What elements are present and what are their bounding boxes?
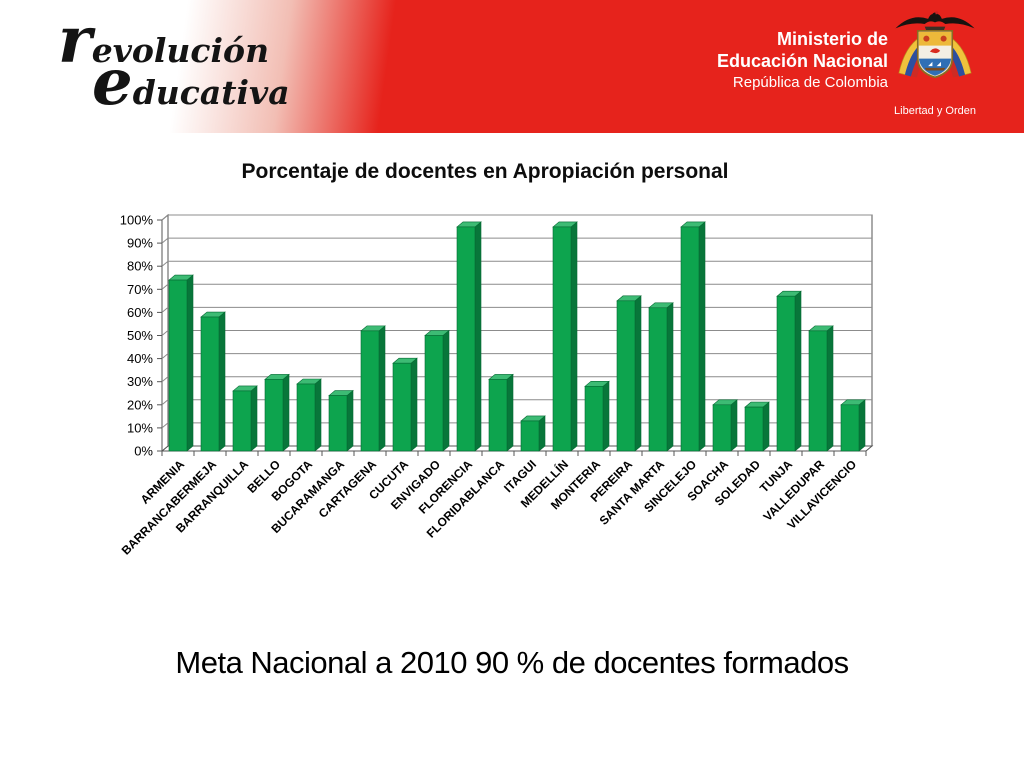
- bar-villavicencio-side: [858, 399, 866, 452]
- gridline-left-wall: [161, 260, 169, 267]
- bar-floridablanca-side: [506, 373, 514, 452]
- bar-cucuta: [392, 362, 412, 452]
- bar-medellín-side: [570, 221, 578, 452]
- y-axis-label: 80%: [127, 259, 153, 274]
- bar-valledupar-side: [826, 325, 834, 452]
- y-axis-label: 90%: [127, 236, 153, 251]
- y-axis-label: 100%: [120, 213, 154, 228]
- bar-soledad: [744, 406, 764, 452]
- bar-florencia: [456, 226, 476, 452]
- y-axis-label: 20%: [127, 397, 153, 412]
- bar-monteria-side: [602, 380, 610, 452]
- y-axis-label: 0%: [134, 444, 153, 459]
- bar-armenia: [168, 279, 188, 452]
- ministry-line-2: Educación Nacional: [716, 51, 888, 71]
- bar-bello: [264, 379, 284, 452]
- gridline-left-wall: [161, 283, 169, 290]
- y-axis-label: 10%: [127, 420, 153, 435]
- revolucion-educativa-logo: revolución educativa: [58, 3, 290, 120]
- bar-bogota: [296, 383, 316, 452]
- bar-envigado: [424, 335, 444, 452]
- bar-envigado-side: [442, 329, 450, 452]
- gridline-left-wall: [161, 330, 169, 336]
- bar-bucaramanga: [328, 395, 348, 452]
- bar-cartagena: [360, 330, 380, 452]
- ministry-line-1: Ministerio de: [776, 29, 888, 49]
- logo-line-1: revolución: [58, 3, 270, 78]
- bar-villavicencio: [840, 404, 860, 452]
- bar-itagui-side: [538, 415, 546, 452]
- bar-valledupar: [808, 330, 828, 452]
- y-axis-label: 40%: [127, 351, 153, 366]
- header-banner: revolución educativa Ministerio de Educa…: [0, 0, 1024, 133]
- y-axis-label: 30%: [127, 374, 153, 389]
- bar-santa-marta: [648, 307, 668, 452]
- gridline-left-wall: [161, 422, 169, 429]
- bar-barranquilla: [232, 390, 252, 452]
- bar-pereira-side: [634, 295, 642, 452]
- bar-soacha-side: [730, 399, 738, 452]
- gridline-left-wall: [161, 376, 169, 383]
- bar-chart: 0%10%20%30%40%50%60%70%80%90%100%ARMENIA…: [119, 213, 874, 558]
- ministry-title-block: Ministerio de Educación Nacional Repúbli…: [717, 28, 888, 93]
- bar-barranquilla-side: [250, 385, 258, 452]
- bar-armenia-side: [186, 274, 194, 452]
- bar-soacha: [712, 404, 732, 452]
- bar-pereira: [616, 300, 636, 452]
- bar-floridablanca: [488, 379, 508, 452]
- gridline-left-wall: [161, 307, 169, 313]
- bar-bogota-side: [314, 378, 322, 452]
- bar-sincelejo-side: [698, 221, 706, 452]
- y-axis-label: 50%: [127, 328, 153, 343]
- bar-medellín: [552, 226, 572, 452]
- colombia-coat-of-arms-icon: [895, 11, 975, 79]
- bar-tunja-side: [794, 290, 802, 452]
- bar-sincelejo: [680, 226, 700, 452]
- bar-bucaramanga-side: [346, 389, 354, 452]
- y-axis-label: 60%: [127, 305, 153, 320]
- libertad-y-orden-label: Libertad y Orden: [894, 105, 976, 117]
- bar-cartagena-side: [378, 325, 386, 452]
- bar-tunja: [776, 295, 796, 452]
- bar-florencia-side: [474, 221, 482, 452]
- gridline-left-wall: [161, 353, 169, 359]
- ministry-line-3: República de Colombia: [732, 74, 888, 91]
- bar-barrancabermeja-side: [218, 311, 226, 452]
- chart-title: Porcentaje de docentes en Apropiación pe…: [241, 160, 729, 183]
- bar-cucuta-side: [410, 357, 418, 452]
- bar-soledad-side: [762, 401, 770, 452]
- slide-caption: Meta Nacional a 2010 90 % de docentes fo…: [175, 645, 849, 680]
- bar-bello-side: [282, 373, 290, 452]
- bar-santa-marta-side: [666, 302, 674, 452]
- bar-monteria: [584, 386, 604, 452]
- bar-itagui: [520, 420, 540, 452]
- gridline-left-wall: [161, 399, 169, 406]
- logo-line-2: educativa: [92, 45, 290, 120]
- gridline-left-wall: [161, 214, 169, 221]
- bar-barrancabermeja: [200, 316, 220, 452]
- gridline-left-wall: [161, 237, 169, 244]
- y-axis-label: 70%: [127, 282, 153, 297]
